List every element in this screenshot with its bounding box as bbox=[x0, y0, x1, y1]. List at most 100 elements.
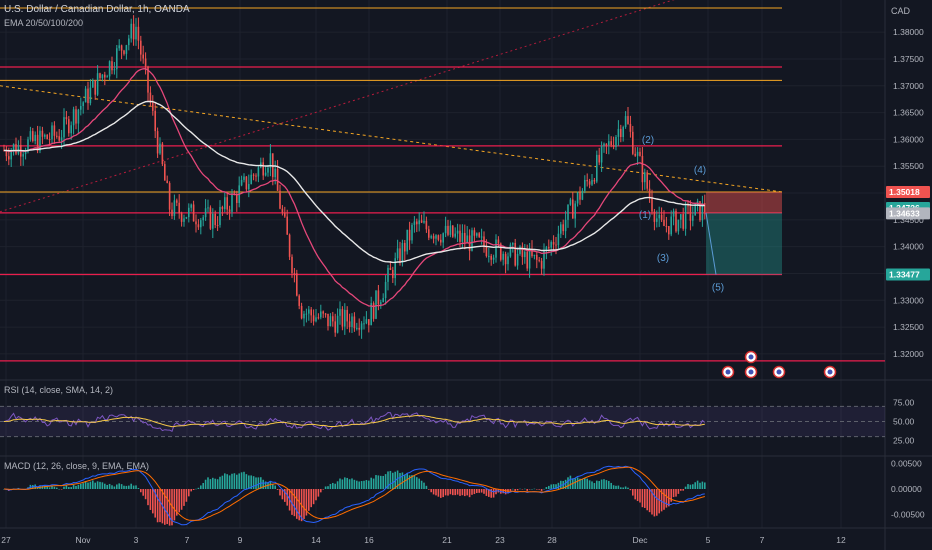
price-tick-label: 1.32500 bbox=[893, 322, 924, 332]
stop-zone bbox=[706, 191, 782, 213]
candle-body bbox=[269, 153, 272, 168]
candle-body bbox=[248, 183, 250, 190]
macd-histogram-bar bbox=[224, 473, 226, 489]
macd-histogram-bar bbox=[56, 487, 58, 489]
macd-histogram-bar bbox=[209, 479, 212, 489]
candle-body bbox=[675, 210, 677, 232]
event-icons[interactable] bbox=[721, 350, 837, 379]
candle-body bbox=[670, 216, 672, 235]
macd-histogram-bar bbox=[96, 481, 99, 489]
candle-body bbox=[178, 202, 180, 214]
macd-histogram-bar bbox=[622, 487, 624, 489]
candle-body bbox=[324, 313, 327, 315]
macd-histogram-bar bbox=[257, 477, 260, 489]
candle-body bbox=[152, 102, 154, 111]
chart-title[interactable]: U.S. Dollar / Canadian Dollar, 1h, OANDA bbox=[4, 4, 190, 15]
macd-histogram-bar bbox=[689, 484, 692, 489]
candle-body bbox=[627, 116, 629, 124]
macd-histogram-bar bbox=[305, 489, 308, 516]
candle-body bbox=[442, 233, 444, 243]
time-tick-label: Dec bbox=[632, 535, 648, 545]
macd-histogram-bar bbox=[346, 477, 348, 489]
candle-body bbox=[521, 246, 524, 258]
macd-histogram-bar bbox=[677, 489, 680, 494]
macd-histogram-bar bbox=[188, 489, 190, 497]
macd-histogram-bar bbox=[406, 473, 408, 489]
macd-histogram-bar bbox=[526, 489, 528, 491]
candle-body bbox=[653, 211, 656, 222]
candle-body bbox=[276, 168, 279, 191]
wave-label: (1) bbox=[639, 210, 651, 221]
macd-label[interactable]: MACD (12, 26, close, 9, EMA, EMA) bbox=[4, 461, 150, 471]
time-tick-label: 28 bbox=[547, 535, 557, 545]
candle-body bbox=[358, 327, 360, 330]
candle-body bbox=[533, 254, 536, 257]
candle-body bbox=[226, 197, 228, 210]
macd-histogram-bar bbox=[135, 485, 137, 489]
macd-histogram-bar bbox=[468, 489, 471, 498]
time-axis[interactable]: 27 Nov 3 7 9 14 16 21 23 28 Dec 5 7 12 bbox=[1, 535, 846, 545]
time-tick-label: Nov bbox=[75, 535, 91, 545]
macd-histogram-bar bbox=[207, 477, 209, 489]
candle-body bbox=[111, 61, 113, 71]
candle-body bbox=[622, 127, 624, 137]
macd-histogram-bar bbox=[392, 472, 394, 489]
candle-body bbox=[452, 225, 454, 237]
candle-body bbox=[404, 242, 406, 252]
macd-histogram-bar bbox=[262, 479, 264, 489]
candle-body bbox=[370, 303, 372, 326]
ema-indicator-label[interactable]: EMA 20/50/100/200 bbox=[4, 18, 84, 28]
candle-body bbox=[639, 151, 641, 156]
macd-histogram-bar bbox=[308, 489, 310, 511]
candle-body bbox=[48, 139, 51, 141]
macd-histogram-bar bbox=[171, 489, 173, 526]
rsi-label[interactable]: RSI (14, close, SMA, 14, 2) bbox=[4, 385, 114, 395]
time-tick-label: 5 bbox=[706, 535, 711, 545]
candle-body bbox=[564, 219, 567, 232]
macd-histogram-bar bbox=[574, 478, 576, 489]
candle-body bbox=[516, 253, 519, 266]
macd-histogram-bar bbox=[557, 482, 560, 489]
candle-body bbox=[372, 303, 375, 319]
candle-body bbox=[384, 281, 387, 299]
candle-body bbox=[504, 253, 507, 265]
price-axis[interactable]: 1.320001.325001.330001.335001.340001.345… bbox=[886, 27, 930, 359]
candle-body bbox=[624, 116, 627, 128]
candle-body bbox=[315, 317, 317, 322]
macd-histogram-bar bbox=[92, 480, 94, 489]
macd-histogram-bar bbox=[197, 487, 200, 489]
macd-histogram-bar bbox=[586, 478, 588, 489]
macd-histogram-bar bbox=[418, 478, 420, 489]
candle-body bbox=[632, 131, 634, 154]
candle-body bbox=[219, 206, 221, 226]
macd-histogram-bar bbox=[70, 487, 72, 489]
candle-body bbox=[339, 309, 341, 316]
macd-histogram-bar bbox=[596, 480, 598, 489]
macd-histogram-bar bbox=[432, 489, 435, 495]
macd-histogram-bar bbox=[425, 485, 428, 489]
macd-histogram-bar bbox=[588, 480, 591, 489]
macd-histogram-bar bbox=[632, 489, 634, 496]
candle-body bbox=[394, 258, 396, 279]
candle-body bbox=[298, 295, 300, 306]
macd-histogram-bar bbox=[658, 489, 660, 514]
macd-histogram-bar bbox=[665, 489, 668, 508]
candle-body bbox=[200, 220, 202, 228]
macd-histogram-bar bbox=[634, 489, 636, 500]
candle-body bbox=[682, 214, 684, 229]
macd-histogram-bar bbox=[627, 487, 629, 489]
price-tag-label: 1.35018 bbox=[889, 187, 920, 197]
candle-body bbox=[380, 302, 382, 305]
candle-body bbox=[250, 174, 252, 184]
candle-body bbox=[176, 200, 178, 203]
candle-body bbox=[228, 209, 231, 212]
candle-body bbox=[327, 313, 329, 327]
candle-body bbox=[694, 204, 696, 216]
candle-body bbox=[82, 102, 84, 107]
position-box[interactable] bbox=[705, 191, 782, 275]
macd-pane: 0.00500 0.00000 -0.00500 bbox=[3, 458, 925, 526]
candle-body bbox=[32, 131, 34, 142]
time-tick-label: 27 bbox=[1, 535, 11, 545]
macd-histogram-bar bbox=[329, 483, 332, 489]
